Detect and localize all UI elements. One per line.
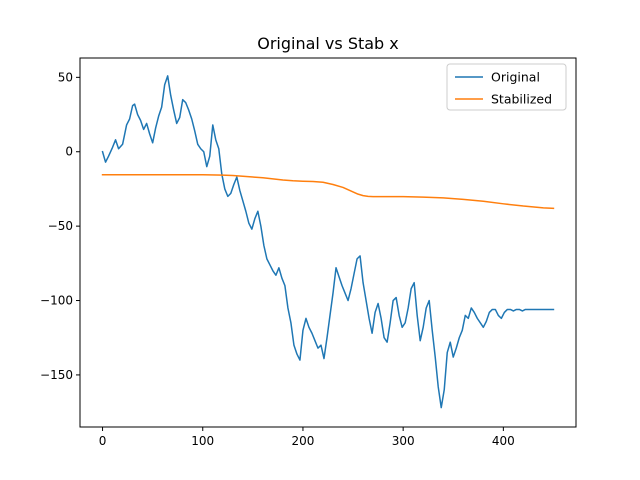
plot-frame [79,57,577,428]
legend-label-stabilized: Stabilized [491,92,552,107]
x-tick-label: 0 [99,434,107,448]
y-tick-label: −150 [40,368,73,382]
y-axis: −150 −100 −50 0 50 [40,70,80,382]
x-tick-label: 300 [392,434,415,448]
series-line-original [101,75,555,409]
x-tick-label: 400 [492,434,515,448]
y-tick-label: −50 [48,219,73,233]
plot-area [80,58,576,427]
x-axis: 0 100 200 300 400 [99,427,515,448]
chart-title: Original vs Stab x [257,34,399,53]
y-tick-label: 50 [58,70,73,84]
legend-label-original: Original [491,70,540,85]
legend: Original Stabilized [446,63,567,111]
x-tick-label: 100 [191,434,214,448]
y-tick-label: −100 [40,294,73,308]
y-tick-label: 0 [65,145,73,159]
series-line-stabilized [101,174,555,210]
series-lines [101,75,555,409]
x-tick-label: 200 [291,434,314,448]
